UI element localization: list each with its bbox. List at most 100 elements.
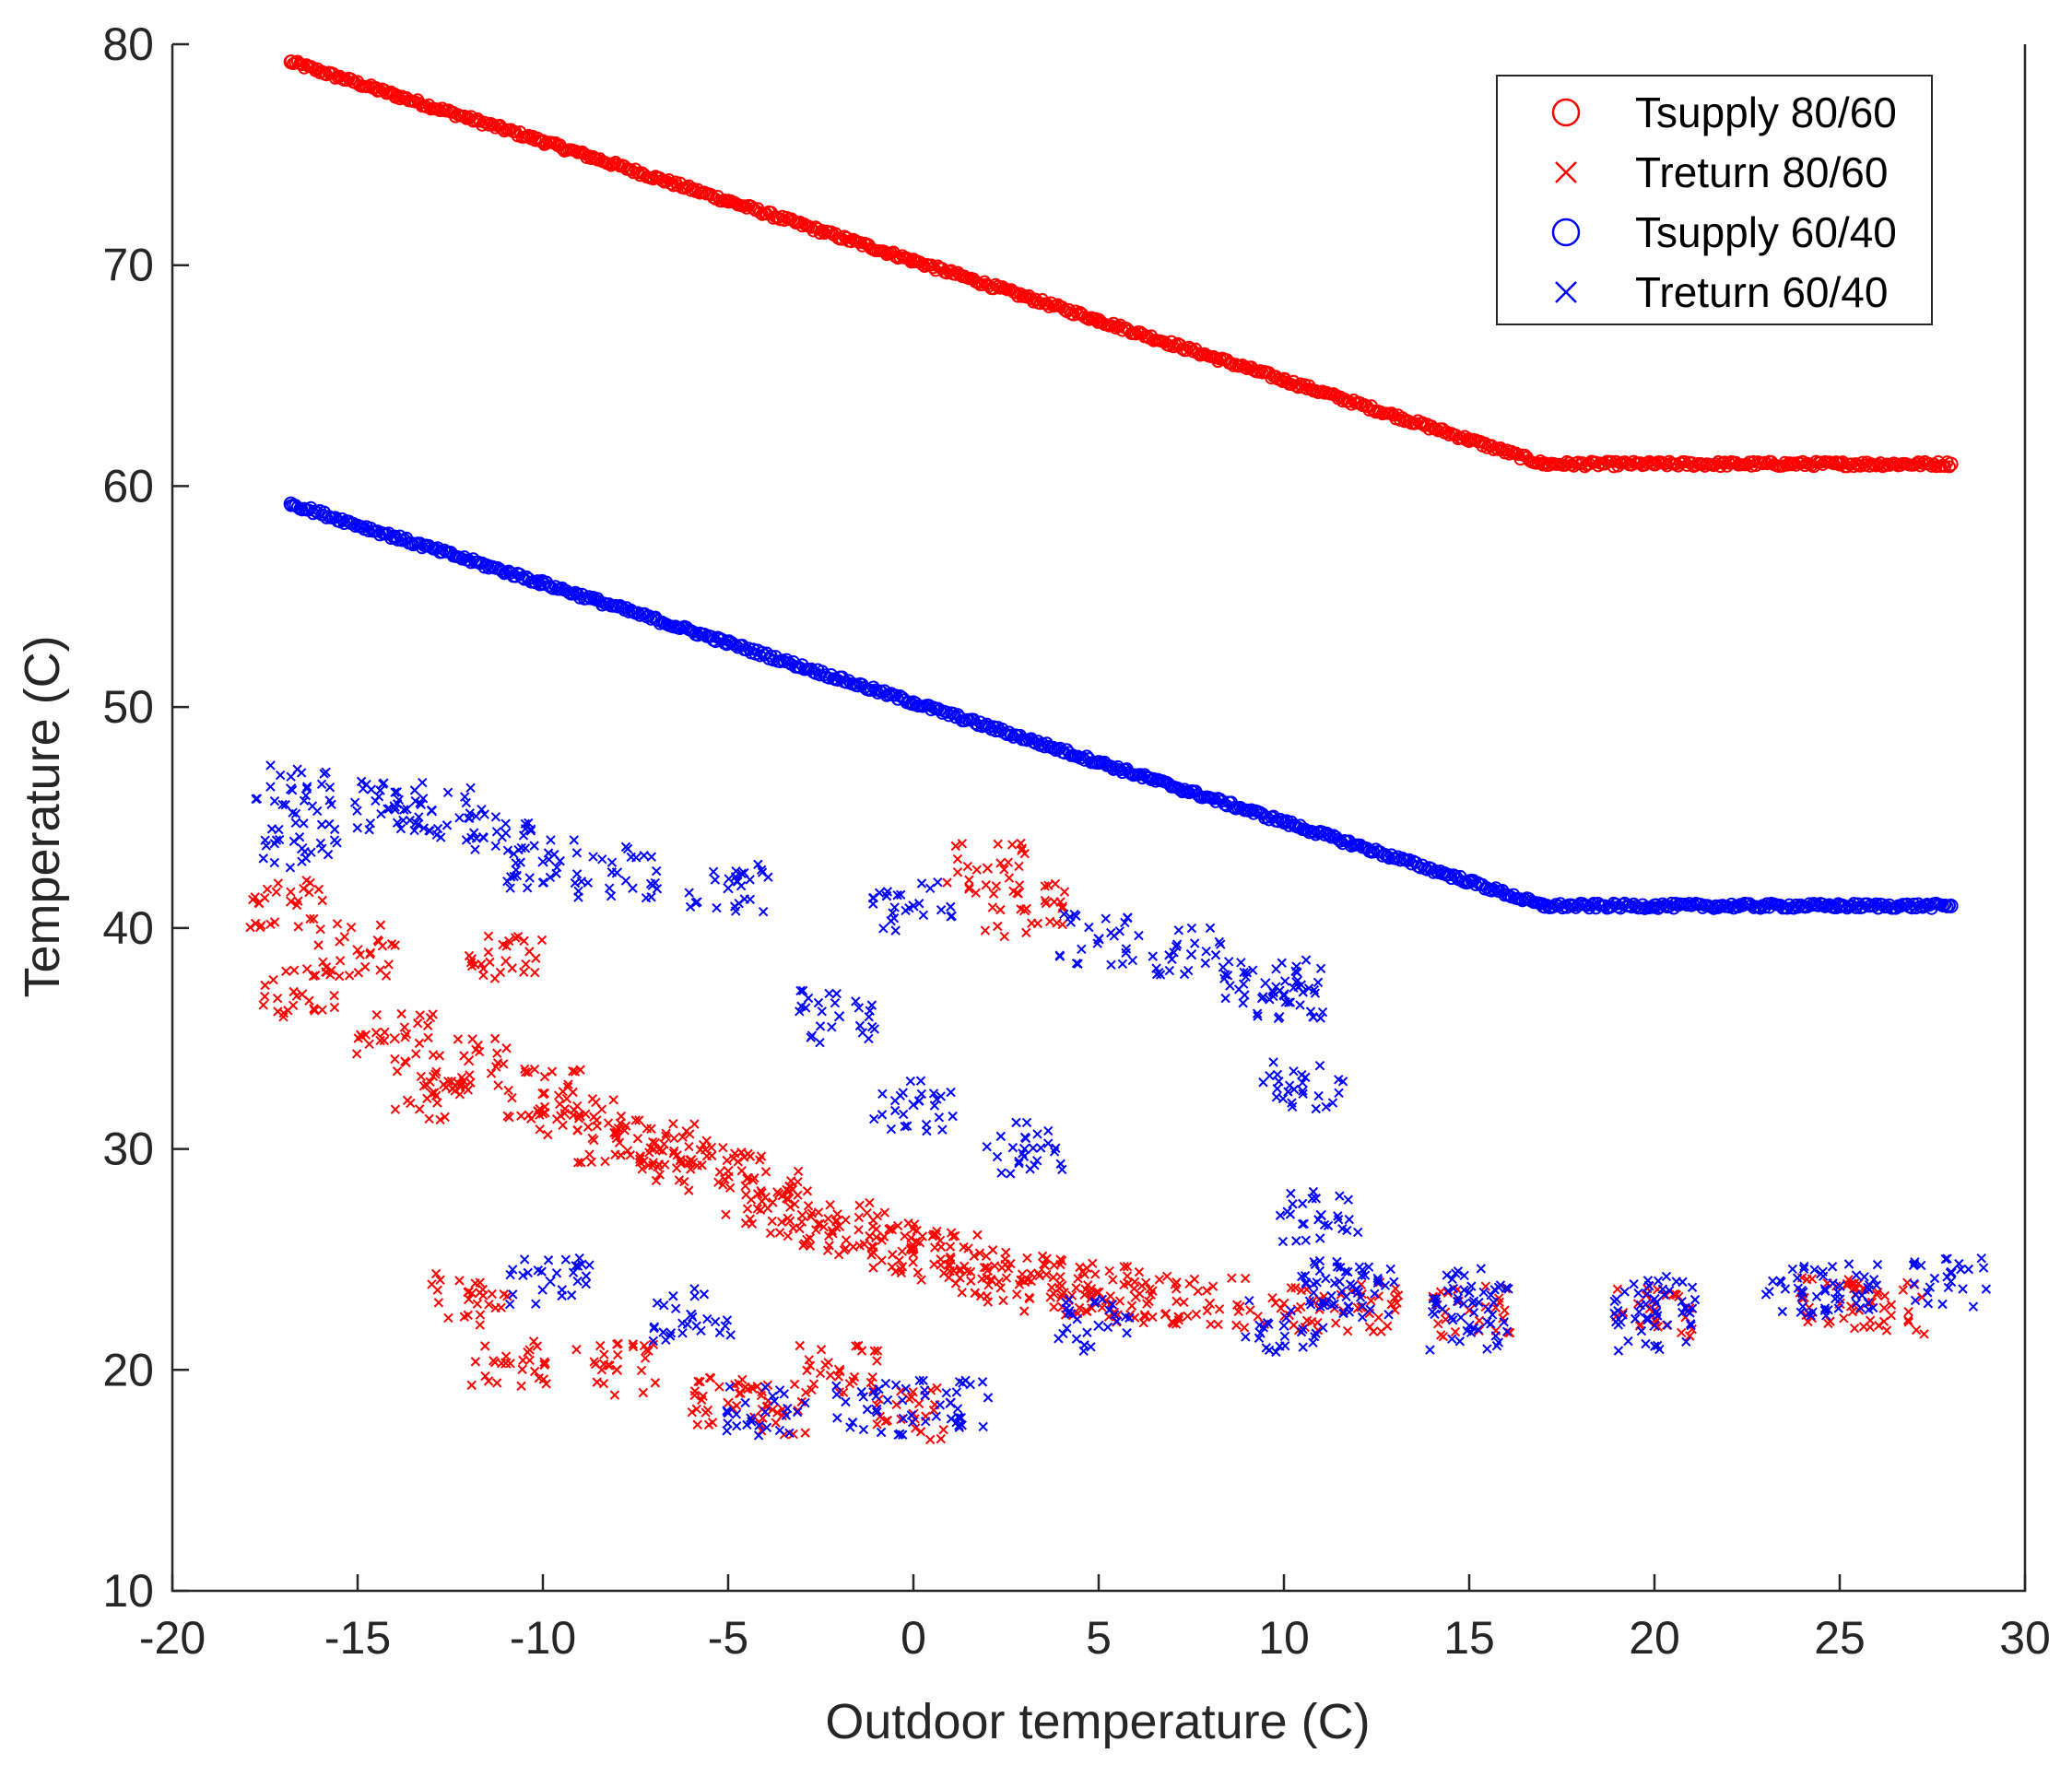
x-marker	[392, 1066, 403, 1077]
circle-marker	[387, 88, 403, 103]
x-marker	[714, 1167, 725, 1177]
x-marker	[1612, 1284, 1623, 1294]
x-marker	[902, 1121, 912, 1131]
x-marker	[373, 936, 384, 947]
x-marker	[639, 850, 649, 861]
x-marker	[535, 1124, 545, 1135]
x-marker	[310, 971, 321, 981]
x-marker	[1981, 1284, 1992, 1294]
x-marker	[1173, 925, 1184, 936]
x-marker	[614, 1137, 625, 1147]
x-marker	[433, 1298, 444, 1308]
x-marker	[521, 959, 531, 970]
x-marker	[769, 1395, 780, 1406]
x-marker	[1365, 1304, 1375, 1314]
x-marker	[654, 1170, 665, 1180]
x-marker	[1635, 1300, 1646, 1311]
x-marker	[754, 1420, 764, 1430]
x-marker	[500, 1351, 512, 1361]
x-marker	[1080, 1306, 1091, 1316]
x-marker	[1139, 1310, 1150, 1320]
x-tick-label: -10	[510, 1612, 576, 1664]
x-marker	[1309, 1288, 1319, 1298]
x-marker	[275, 770, 286, 781]
x-marker	[459, 1051, 469, 1061]
x-marker	[1923, 1288, 1933, 1298]
x-marker	[808, 1379, 819, 1389]
x-marker	[398, 815, 408, 826]
x-marker	[531, 1299, 541, 1309]
x-marker	[703, 1419, 714, 1430]
x-marker	[1119, 1262, 1129, 1272]
x-marker	[1373, 1312, 1383, 1323]
x-marker	[919, 1385, 930, 1395]
x-marker	[467, 1034, 477, 1044]
x-marker	[553, 1090, 564, 1100]
x-marker	[541, 1379, 551, 1389]
circle-marker	[362, 524, 376, 538]
x-marker	[1437, 1304, 1448, 1314]
x-marker	[1207, 1281, 1218, 1291]
x-marker	[1650, 1341, 1660, 1351]
x-marker	[496, 1302, 506, 1312]
x-marker	[539, 1072, 550, 1082]
x-marker	[1383, 1310, 1394, 1320]
x-marker	[1630, 1313, 1641, 1324]
x-marker	[1042, 1138, 1054, 1148]
x-marker	[568, 1267, 579, 1277]
x-marker	[383, 959, 394, 970]
x-marker	[1613, 1305, 1623, 1316]
x-marker	[871, 1404, 882, 1416]
legend-x-marker	[1555, 281, 1577, 303]
x-marker	[736, 868, 747, 879]
x-marker	[952, 853, 963, 865]
x-marker	[1871, 1280, 1882, 1290]
x-marker	[824, 988, 834, 999]
x-marker	[1297, 1077, 1308, 1089]
x-marker	[1238, 979, 1249, 989]
x-marker	[1677, 1327, 1687, 1338]
x-marker	[920, 1416, 931, 1427]
x-marker	[529, 1064, 540, 1075]
x-marker	[1919, 1329, 1929, 1339]
x-marker	[584, 1149, 595, 1159]
x-marker	[897, 1246, 907, 1256]
x-marker	[1464, 1287, 1475, 1299]
x-marker	[816, 1345, 827, 1355]
x-marker	[1453, 1293, 1464, 1303]
x-marker	[475, 1320, 485, 1330]
x-marker	[484, 1300, 494, 1310]
x-marker	[1313, 1215, 1324, 1225]
x-marker	[1032, 1129, 1042, 1139]
x-marker	[1297, 1218, 1308, 1230]
x-marker	[708, 866, 719, 877]
x-marker	[502, 845, 513, 855]
x-marker	[1482, 1344, 1492, 1354]
x-marker	[483, 1376, 494, 1386]
x-marker	[890, 925, 901, 936]
x-marker	[1220, 993, 1230, 1004]
x-marker	[1014, 880, 1025, 890]
circle-marker	[536, 134, 550, 149]
x-marker	[285, 863, 296, 873]
x-marker	[1881, 1325, 1892, 1336]
x-marker	[946, 1087, 956, 1098]
x-marker	[1329, 1278, 1340, 1289]
x-marker	[736, 1388, 746, 1398]
x-marker	[841, 1235, 852, 1245]
x-marker	[480, 1371, 490, 1382]
x-marker	[972, 1230, 983, 1241]
x-marker	[574, 1253, 584, 1264]
x-marker	[1295, 1000, 1305, 1010]
x-marker	[434, 1051, 445, 1061]
x-marker	[854, 1212, 865, 1223]
x-marker	[732, 876, 742, 887]
x-marker	[774, 1425, 785, 1436]
x-marker	[1171, 941, 1182, 952]
circle-marker	[1113, 763, 1127, 777]
x-marker	[1333, 1211, 1343, 1221]
x-marker	[399, 1022, 410, 1032]
x-tick-label: -15	[324, 1612, 391, 1664]
x-marker	[706, 1142, 717, 1153]
x-marker	[796, 1217, 807, 1227]
